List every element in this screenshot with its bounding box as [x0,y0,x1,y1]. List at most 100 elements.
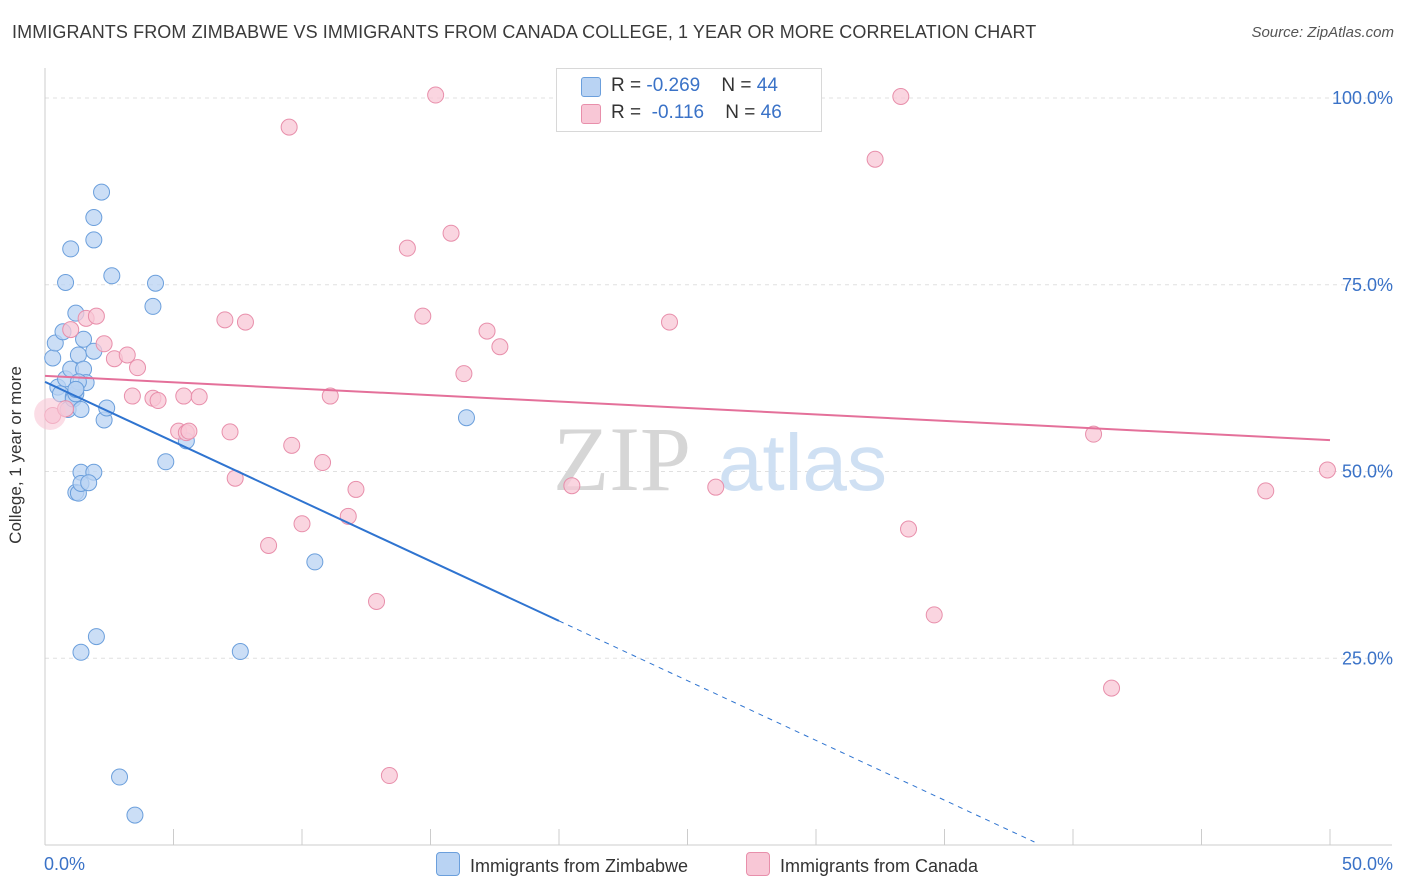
data-point-zimbabwe [85,231,103,249]
data-point-zimbabwe [80,474,98,492]
data-point-canada [293,515,311,533]
data-point-canada [314,454,332,472]
data-point-canada [478,322,496,340]
data-point-canada [892,88,910,106]
data-point-canada [455,365,473,383]
trend-line-canada [44,374,1331,442]
data-point-zimbabwe [306,553,324,571]
correlation-legend: R = -0.269 N = 44 R = -0.116 N = 46 [556,68,822,132]
data-point-canada [442,224,460,242]
data-point-zimbabwe [44,349,62,367]
r-value-zimbabwe: -0.269 [646,75,701,96]
trend-line-zimbabwe-extension [558,620,1035,843]
trend-line-zimbabwe [44,380,560,622]
data-point-canada [427,86,445,104]
data-point-canada [118,346,136,364]
watermark-atlas: atlas [718,418,887,507]
n-value-canada: 46 [760,102,782,123]
data-point-canada [925,606,943,624]
x-tick-label-min: 0.0% [44,854,85,874]
data-point-canada [283,436,301,454]
data-point-canada [95,335,113,353]
data-point-canada [260,536,278,554]
data-point-zimbabwe [62,240,80,258]
legend-label-zimbabwe: Immigrants from Zimbabwe [470,856,689,876]
y-tick-label: 100.0% [1332,88,1393,108]
y-tick-label: 75.0% [1342,275,1393,295]
tick-labels: 25.0% 50.0% 75.0% 100.0% 0.0% 50.0% [44,88,1393,874]
data-point-canada [380,767,398,785]
data-point-zimbabwe [72,643,90,661]
n-value-zimbabwe: 44 [756,75,778,96]
data-point-canada [129,359,147,377]
r-value-canada: -0.116 [651,102,705,123]
r-label: R = [611,75,647,96]
data-point-canada [236,313,254,331]
data-point-canada [190,388,208,406]
data-point-canada [661,313,679,331]
data-point-canada [1085,425,1103,443]
data-point-canada [175,387,193,405]
source-label: Source: ZipAtlas.com [1251,24,1394,41]
gridlines [45,97,1392,659]
data-point-canada [149,392,167,410]
y-tick-label: 50.0% [1342,462,1393,482]
data-point-canada [1103,679,1121,697]
watermark: ZIP atlas [553,408,887,510]
data-point-zimbabwe [231,643,249,661]
data-point-zimbabwe [67,380,85,398]
data-point-zimbabwe [103,267,121,285]
data-point-canada [347,480,365,498]
data-point-canada [563,477,581,495]
x-tick-label-max: 50.0% [1342,854,1393,874]
data-point-canada [123,387,141,405]
legend-swatch-zimbabwe [581,77,601,97]
data-point-canada [414,307,432,325]
data-point-canada [707,478,725,496]
data-point-canada [321,387,339,405]
legend-swatch-canada [746,852,770,876]
data-point-zimbabwe [93,183,111,201]
data-point-zimbabwe [75,330,93,348]
data-point-canada [216,311,234,329]
legend-item-zimbabwe[interactable]: Immigrants from Zimbabwe [436,852,688,877]
chart-title: IMMIGRANTS FROM ZIMBABWE VS IMMIGRANTS F… [12,22,1037,42]
legend-item-canada[interactable]: Immigrants from Canada [746,852,978,877]
data-point-canada [1257,482,1275,500]
data-point-zimbabwe [85,209,103,227]
watermark-zip: ZIP [553,408,691,510]
data-point-zimbabwe [57,274,75,292]
data-point-canada [368,592,386,610]
data-point-zimbabwe [87,628,105,646]
data-point-canada [280,118,298,136]
data-point-canada [180,422,198,440]
axes [44,68,1392,846]
data-point-zimbabwe [147,274,165,292]
data-point-canada [1318,461,1336,479]
n-label: N = [725,102,761,123]
data-point-canada [62,321,80,339]
data-point-canada [866,150,884,168]
data-point-zimbabwe [126,806,144,824]
legend-swatch-zimbabwe [436,852,460,876]
data-point-canada [900,520,918,538]
data-point-canada-large [34,397,67,430]
data-point-zimbabwe [69,346,87,364]
r-label: R = [611,102,647,123]
n-label: N = [721,75,757,96]
legend-swatch-canada [581,104,601,124]
data-point-canada [491,338,509,356]
data-point-zimbabwe [457,409,475,427]
data-point-zimbabwe [111,768,129,786]
data-point-canada [87,307,105,325]
y-tick-label: 25.0% [1342,648,1393,668]
data-point-canada [221,423,239,441]
data-point-zimbabwe [144,297,162,315]
series-zimbabwe-points [44,183,475,824]
data-point-canada [398,239,416,257]
data-point-zimbabwe [72,400,90,418]
legend-label-canada: Immigrants from Canada [780,856,979,876]
trend-lines [44,374,1331,843]
data-point-zimbabwe [157,453,175,471]
